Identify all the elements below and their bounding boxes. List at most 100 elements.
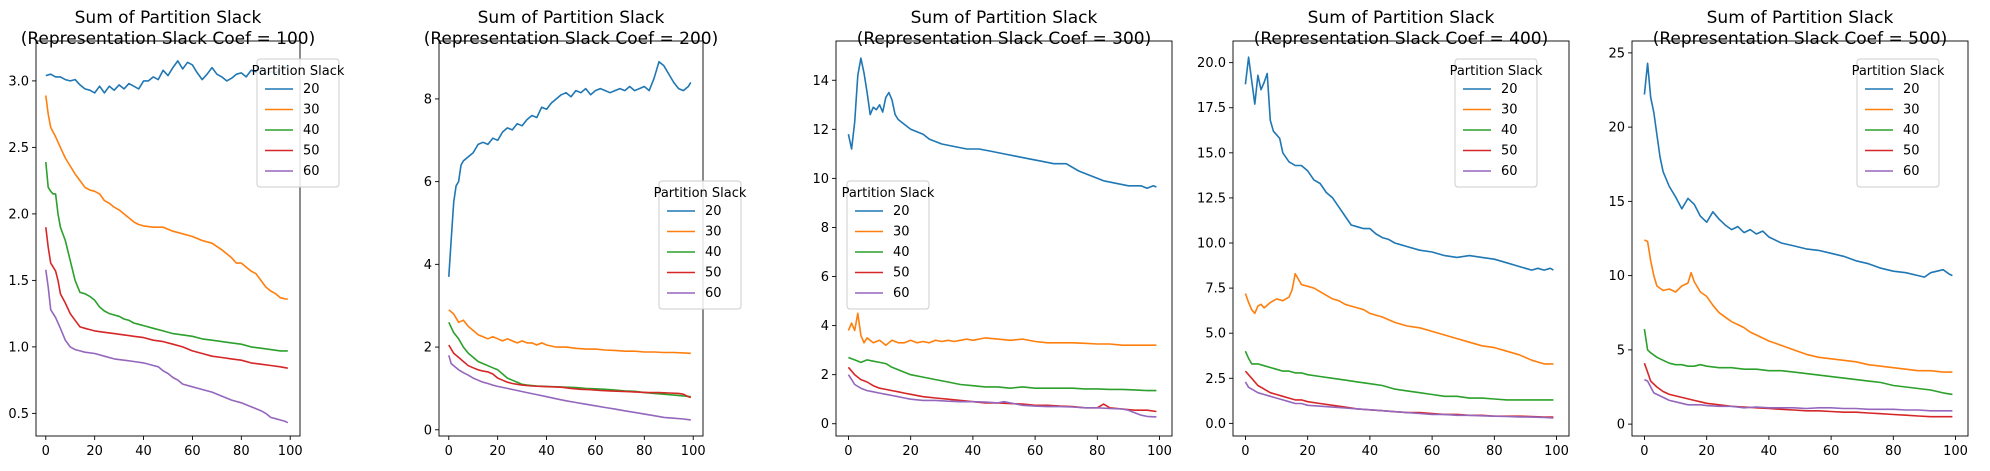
x-tick-label: 40	[135, 444, 152, 459]
chart-panel-1: Sum of Partition Slack(Representation Sl…	[8, 8, 345, 459]
legend: Partition Slack 20 30 40 50 60	[252, 58, 345, 188]
x-tick-label: 100	[1147, 444, 1172, 459]
y-tick-label: 15	[1608, 195, 1625, 210]
legend-label-60: 60	[893, 286, 910, 301]
x-tick-label: 40	[1761, 444, 1778, 459]
y-tick-label: 10	[1608, 269, 1625, 284]
plot-frame	[1232, 40, 1570, 437]
x-tick-label: 20	[1698, 444, 1715, 459]
x-tick-label: 0	[445, 444, 453, 459]
legend-box	[1856, 58, 1940, 188]
x-tick-label: 100	[1544, 444, 1569, 459]
legend-box	[846, 180, 930, 310]
legend-label-50: 50	[303, 144, 320, 159]
x-tick-label: 20	[1299, 444, 1316, 459]
chart-title: Sum of Partition Slack	[75, 8, 262, 28]
x-tick-label: 80	[1885, 444, 1902, 459]
x-tick-label: 40	[965, 444, 982, 459]
legend-title: Partition Slack	[1852, 64, 1945, 79]
legend: Partition Slack 20 30 40 50 60	[654, 180, 747, 310]
legend-title: Partition Slack	[654, 186, 747, 201]
series-line-40	[45, 161, 288, 352]
x-tick-label: 0	[1640, 444, 1648, 459]
series-line-50	[448, 344, 692, 399]
y-tick-label: 12	[812, 123, 829, 138]
series-line-50	[1244, 370, 1554, 418]
series-line-30	[1644, 239, 1953, 373]
legend: Partition Slack 20 30 40 50 60	[1852, 58, 1945, 188]
y-tick-label: 14	[812, 74, 829, 89]
legend-box	[256, 58, 340, 188]
legend-label-30: 30	[705, 225, 722, 240]
legend-label-20: 20	[1903, 82, 1920, 97]
x-tick-label: 0	[844, 444, 852, 459]
y-tick-label: 7.5	[1205, 282, 1226, 297]
series-line-60	[45, 269, 289, 424]
series-line-60	[448, 355, 691, 421]
series-line-30	[45, 95, 288, 300]
series-line-30	[847, 312, 1157, 346]
legend-label-20: 20	[1501, 82, 1518, 97]
x-tick-label: 40	[1362, 444, 1379, 459]
legend: Partition Slack 20 30 40 50 60	[842, 180, 935, 310]
legend-label-40: 40	[1501, 123, 1518, 138]
chart-panel-5: Sum of Partition Slack(Representation Sl…	[1608, 8, 1969, 459]
chart-panel-2: Sum of Partition Slack(Representation Sl…	[424, 8, 747, 459]
series-line-40	[448, 321, 691, 398]
x-tick-label: 20	[489, 444, 506, 459]
y-tick-label: 12.5	[1197, 191, 1226, 206]
y-tick-label: 2	[424, 341, 432, 356]
y-tick-label: 6	[424, 175, 432, 190]
legend-label-50: 50	[1903, 144, 1920, 159]
y-tick-label: 17.5	[1197, 101, 1226, 116]
y-tick-label: 1.5	[8, 274, 29, 289]
legend-title: Partition Slack	[1450, 64, 1543, 79]
x-tick-label: 40	[538, 444, 555, 459]
legend-box	[658, 180, 742, 310]
y-tick-label: 2.5	[1205, 372, 1226, 387]
legend-label-50: 50	[705, 266, 722, 281]
chart-subtitle: (Representation Slack Coef = 100)	[21, 29, 316, 49]
legend-label-30: 30	[303, 103, 320, 118]
x-tick-label: 80	[1486, 444, 1503, 459]
series-line-20	[1244, 56, 1554, 271]
y-tick-label: 6	[821, 270, 829, 285]
chart-title: Sum of Partition Slack	[911, 8, 1098, 28]
legend-title: Partition Slack	[252, 64, 345, 79]
chart-subtitle: (Representation Slack Coef = 500)	[1653, 29, 1948, 49]
chart-title: Sum of Partition Slack	[1707, 8, 1894, 28]
x-tick-label: 100	[1943, 444, 1968, 459]
legend-box	[1454, 58, 1538, 188]
legend-label-30: 30	[1501, 103, 1518, 118]
x-tick-label: 60	[1027, 444, 1044, 459]
x-tick-label: 60	[1424, 444, 1441, 459]
legend-label-30: 30	[893, 225, 910, 240]
chart-panel-4: Sum of Partition Slack(Representation Sl…	[1197, 8, 1570, 459]
x-tick-label: 80	[636, 444, 653, 459]
series-line-40	[848, 356, 1157, 392]
legend-label-40: 40	[893, 245, 910, 260]
legend: Partition Slack 20 30 40 50 60	[1450, 58, 1543, 188]
chart-panel-3: Sum of Partition Slack(Representation Sl…	[812, 8, 1173, 459]
series-line-60	[1644, 378, 1953, 412]
legend-label-60: 60	[1501, 164, 1518, 179]
legend-label-40: 40	[705, 245, 722, 260]
legend-label-60: 60	[1903, 164, 1920, 179]
x-tick-label: 100	[278, 444, 303, 459]
y-tick-label: 8	[821, 221, 829, 236]
series-line-40	[1643, 328, 1953, 396]
y-tick-label: 0	[821, 417, 829, 432]
series-line-60	[1244, 381, 1554, 419]
x-tick-label: 60	[1823, 444, 1840, 459]
chart-title: Sum of Partition Slack	[1308, 8, 1495, 28]
x-tick-label: 80	[1089, 444, 1106, 459]
y-tick-label: 1.0	[8, 340, 29, 355]
x-tick-label: 0	[1241, 444, 1249, 459]
x-tick-label: 80	[233, 444, 250, 459]
chart-title: Sum of Partition Slack	[478, 8, 665, 28]
legend-title: Partition Slack	[842, 186, 935, 201]
y-tick-label: 20.0	[1197, 56, 1226, 71]
legend-label-20: 20	[705, 204, 722, 219]
legend-label-60: 60	[705, 286, 722, 301]
